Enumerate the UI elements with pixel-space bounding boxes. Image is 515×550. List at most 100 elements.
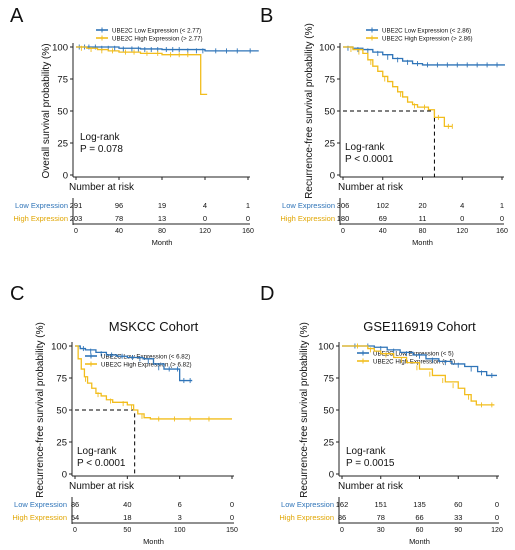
x-tick-label: 80 xyxy=(158,228,166,235)
y-tick-label: 0 xyxy=(329,470,334,481)
x-tick-label: 150 xyxy=(226,527,238,534)
risk-count: 162 xyxy=(336,500,349,509)
risk-count: 135 xyxy=(413,500,426,509)
risk-count: 20 xyxy=(418,201,426,210)
risk-count: 3 xyxy=(178,513,182,522)
log-rank-annotation: Log-rank xyxy=(77,446,117,457)
legend-label: UBE2C High Expression (> 2.86) xyxy=(382,36,473,43)
x-axis-label: Month xyxy=(412,238,433,247)
risk-count: 0 xyxy=(230,500,234,509)
y-tick-label: 50 xyxy=(323,406,334,417)
risk-count: 78 xyxy=(377,513,385,522)
x-tick-label: 120 xyxy=(491,527,503,534)
legend-label: UBE2C High Expression (> 6.82) xyxy=(101,362,192,369)
y-tick-label: 25 xyxy=(323,438,334,449)
y-tick-label: 75 xyxy=(56,374,67,385)
x-tick-label: 0 xyxy=(74,228,78,235)
log-rank-annotation: P < 0.0001 xyxy=(77,458,126,469)
survival-curve xyxy=(343,46,505,66)
risk-count: 4 xyxy=(460,201,464,210)
risk-count: 66 xyxy=(415,513,423,522)
risk-count: 0 xyxy=(230,513,234,522)
y-axis-label: Recurrence-free survival probability (%) xyxy=(299,322,310,498)
survival-curve xyxy=(342,345,495,406)
km-panel-c: C MSKCC Cohort Recurrence-free survival pr… xyxy=(10,283,238,546)
y-axis-label: Overall survival probability (%) xyxy=(41,43,52,178)
log-rank-annotation: Log-rank xyxy=(346,446,386,457)
km-panel-b: B Recurrence-free survival probability (%… xyxy=(260,5,508,247)
km-panel-a: A Overall survival probability (%) 0 25 50 75… xyxy=(10,5,259,247)
x-axis-label: Month xyxy=(152,238,173,247)
risk-count: 0 xyxy=(495,513,499,522)
x-tick-label: 160 xyxy=(242,228,254,235)
log-rank-annotation: P = 0.078 xyxy=(80,144,123,155)
chart-title: MSKCC Cohort xyxy=(109,319,199,334)
risk-count: 11 xyxy=(419,214,427,223)
x-tick-label: 0 xyxy=(340,527,344,534)
risk-count: 102 xyxy=(376,201,389,210)
survival-curve xyxy=(75,345,193,382)
risk-count: 86 xyxy=(338,513,346,522)
panel-letter: C xyxy=(10,283,24,305)
risk-count: 0 xyxy=(460,214,464,223)
panel-letter: A xyxy=(10,5,24,27)
x-tick-label: 50 xyxy=(123,527,131,534)
risk-count: 180 xyxy=(337,214,350,223)
x-axis-label: Month xyxy=(409,537,430,546)
risk-table-title: Number at risk xyxy=(338,481,404,492)
risk-count: 18 xyxy=(123,513,131,522)
legend-label: UBE2C Low Expression (< 6.82) xyxy=(101,354,190,361)
risk-count: 13 xyxy=(158,214,166,223)
risk-count: 40 xyxy=(123,500,131,509)
survival-curve xyxy=(76,46,208,96)
risk-count: 0 xyxy=(203,214,207,223)
chart-title: GSE116919 Cohort xyxy=(363,319,476,334)
panel-letter: D xyxy=(260,283,274,305)
risk-count: 306 xyxy=(337,201,350,210)
legend-label: UBE2C Low Expression (< 2.77) xyxy=(112,28,201,35)
risk-row-label: High Expression xyxy=(279,513,334,522)
x-tick-label: 100 xyxy=(174,527,186,534)
log-rank-annotation: Log-rank xyxy=(80,132,120,143)
y-tick-label: 100 xyxy=(318,342,334,353)
y-tick-label: 50 xyxy=(324,107,335,118)
log-rank-annotation: P = 0.0015 xyxy=(346,458,395,469)
risk-row-label: Low Expression xyxy=(281,500,334,509)
x-tick-label: 0 xyxy=(73,527,77,534)
risk-count: 19 xyxy=(158,201,166,210)
risk-count: 1 xyxy=(246,201,250,210)
x-tick-label: 40 xyxy=(115,228,123,235)
y-tick-label: 25 xyxy=(324,139,335,150)
y-tick-label: 75 xyxy=(57,75,68,86)
legend-label: UBE2C High Expression (> 2.77) xyxy=(112,36,203,43)
y-tick-label: 75 xyxy=(324,75,335,86)
x-tick-label: 80 xyxy=(419,228,427,235)
x-tick-label: 160 xyxy=(496,228,508,235)
x-tick-label: 40 xyxy=(379,228,387,235)
x-tick-label: 120 xyxy=(199,228,211,235)
panel-letter: B xyxy=(260,5,273,27)
risk-count: 6 xyxy=(178,500,182,509)
risk-count: 86 xyxy=(71,500,79,509)
risk-row-label: Low Expression xyxy=(282,201,335,210)
survival-curve xyxy=(343,46,453,128)
risk-row-label: High Expression xyxy=(13,214,68,223)
survival-curve xyxy=(342,345,497,377)
risk-table-title: Number at risk xyxy=(338,182,404,193)
risk-count: 203 xyxy=(70,214,83,223)
risk-count: 1 xyxy=(500,201,504,210)
risk-row-label: Low Expression xyxy=(15,201,68,210)
log-rank-annotation: P < 0.0001 xyxy=(345,154,394,165)
y-axis-label: Recurrence-free survival probability (%) xyxy=(35,322,46,498)
risk-row-label: High Expression xyxy=(280,214,335,223)
y-tick-label: 0 xyxy=(62,470,67,481)
x-axis-label: Month xyxy=(143,537,164,546)
risk-count: 291 xyxy=(70,201,83,210)
risk-table-title: Number at risk xyxy=(69,182,135,193)
y-tick-label: 0 xyxy=(63,171,68,182)
km-panel-d: D GSE116919 Cohort Recurrence-free surviva… xyxy=(260,283,503,546)
x-tick-label: 60 xyxy=(416,527,424,534)
risk-count: 4 xyxy=(203,201,207,210)
y-tick-label: 100 xyxy=(51,342,67,353)
y-tick-label: 25 xyxy=(57,139,68,150)
